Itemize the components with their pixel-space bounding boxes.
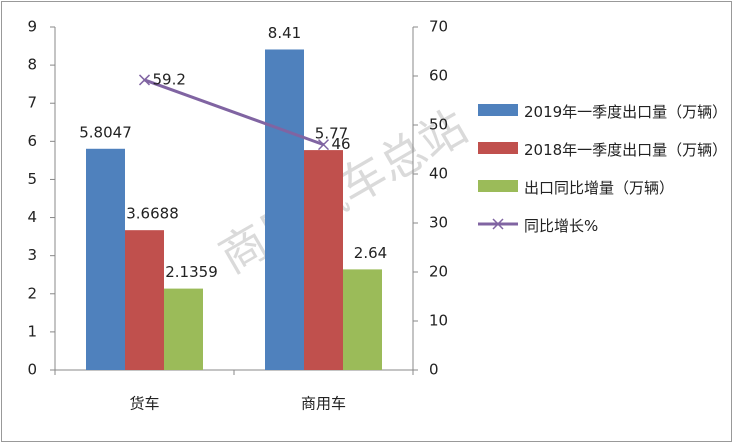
y-tick-label: 3 — [27, 246, 37, 264]
y-tick-label: 8 — [27, 56, 37, 74]
bar — [265, 49, 304, 370]
y-tick-label: 0 — [27, 361, 37, 379]
legend-line — [478, 218, 518, 230]
y2-tick-label: 0 — [429, 361, 439, 379]
value-label: 8.41 — [268, 24, 301, 42]
value-label: 59.2 — [153, 70, 186, 88]
legend-item: 出口同比增量（万辆） — [478, 176, 723, 200]
bar — [304, 150, 343, 370]
legend: 2019年一季度出口量（万辆） 2018年一季度出口量（万辆） 出口同比增量（万辆）… — [478, 100, 728, 252]
line-marker — [138, 74, 151, 86]
value-label: 5.77 — [315, 125, 348, 143]
y-tick-label: 6 — [27, 132, 37, 150]
bar — [164, 288, 203, 370]
value-label: 3.6688 — [126, 205, 179, 223]
x-tick-label: 商用车 — [301, 395, 346, 413]
bar — [86, 148, 125, 370]
value-label: 2.1359 — [165, 263, 218, 281]
legend-label: 出口同比增量（万辆） — [524, 179, 675, 197]
legend-item: 同比增长% — [478, 214, 723, 238]
value-label: 2.64 — [354, 244, 387, 262]
legend-item: 2018年一季度出口量（万辆） — [478, 138, 728, 162]
legend-item: 2019年一季度出口量（万辆） — [478, 100, 728, 124]
y2-tick-label: 60 — [429, 67, 448, 85]
value-label: 5.8047 — [79, 123, 132, 141]
y2-tick-label: 20 — [429, 263, 448, 281]
y-tick-label: 7 — [27, 94, 37, 112]
y-tick-label: 9 — [27, 18, 37, 36]
line-marker — [317, 139, 330, 151]
legend-swatch — [478, 104, 518, 116]
bar — [343, 269, 382, 370]
legend-label: 2019年一季度出口量（万辆） — [524, 103, 728, 121]
bar — [125, 230, 164, 370]
legend-label: 同比增长% — [524, 217, 599, 235]
y2-tick-label: 50 — [429, 116, 448, 134]
y-tick-label: 2 — [27, 284, 37, 302]
legend-label: 2018年一季度出口量（万辆） — [524, 141, 728, 159]
y2-tick-label: 70 — [429, 18, 448, 36]
x-tick-label: 货车 — [129, 395, 159, 413]
y2-tick-label: 10 — [429, 312, 448, 330]
y2-tick-label: 30 — [429, 214, 448, 232]
y2-tick-label: 40 — [429, 165, 448, 183]
y-tick-label: 4 — [27, 208, 37, 226]
value-label: 46 — [332, 135, 351, 153]
y-tick-label: 5 — [27, 170, 37, 188]
line — [143, 78, 325, 147]
legend-swatch — [478, 142, 518, 154]
y-tick-label: 1 — [27, 322, 37, 340]
legend-swatch — [478, 180, 518, 192]
